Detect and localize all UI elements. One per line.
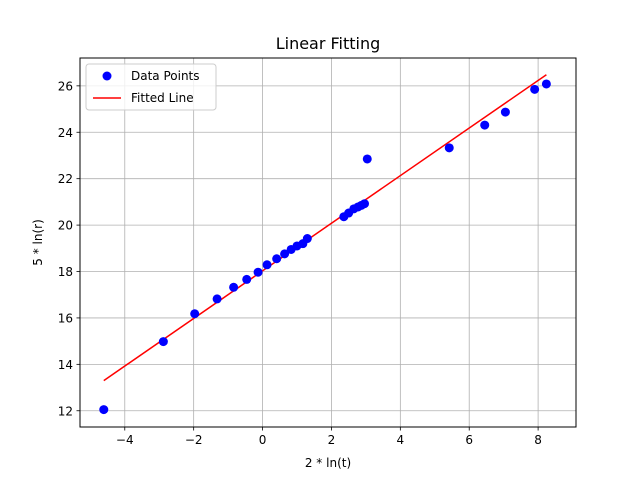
legend-label-fitted-line: Fitted Line [131, 91, 194, 105]
grid [80, 58, 576, 427]
x-tick-label: −4 [116, 433, 134, 447]
y-tick-label: 18 [58, 265, 73, 279]
plot-frame [79, 57, 577, 428]
legend-label-data-points: Data Points [131, 69, 200, 83]
legend-marker-data-points [102, 71, 112, 81]
y-tick-label: 14 [58, 358, 73, 372]
x-tick-label: 6 [465, 433, 473, 447]
data-point [99, 405, 109, 415]
data-point [500, 107, 510, 117]
x-tick-label: 8 [534, 433, 542, 447]
data-point [190, 309, 200, 319]
data-point [444, 143, 454, 153]
x-tick-label: 0 [259, 433, 267, 447]
data-point [158, 337, 168, 347]
data-point [272, 254, 282, 264]
data-point [253, 267, 263, 277]
series-layer [99, 74, 551, 415]
y-axis-label: 5 * ln(r) [31, 219, 45, 266]
y-tick-label: 20 [58, 219, 73, 233]
data-point [530, 84, 540, 94]
x-axis-label: 2 * ln(t) [305, 456, 351, 470]
data-point [229, 282, 239, 292]
data-point [280, 249, 290, 259]
data-point [302, 234, 312, 244]
fitted-line [103, 74, 547, 382]
y-tick-label: 12 [58, 404, 73, 418]
data-point [480, 120, 490, 130]
data-point [360, 199, 370, 209]
data-point [362, 154, 372, 164]
y-tick-label: 24 [58, 126, 73, 140]
y-tick-label: 16 [58, 311, 73, 325]
data-point [262, 260, 272, 270]
x-tick-label: −2 [185, 433, 203, 447]
data-point [541, 79, 551, 89]
chart-title: Linear Fitting [276, 34, 381, 53]
data-point [212, 294, 222, 304]
y-tick-label: 22 [58, 172, 73, 186]
y-tick-label: 26 [58, 79, 73, 93]
data-point [242, 274, 252, 284]
x-tick-label: 4 [397, 433, 405, 447]
x-tick-label: 2 [328, 433, 336, 447]
legend: Data Points Fitted Line [85, 63, 217, 111]
